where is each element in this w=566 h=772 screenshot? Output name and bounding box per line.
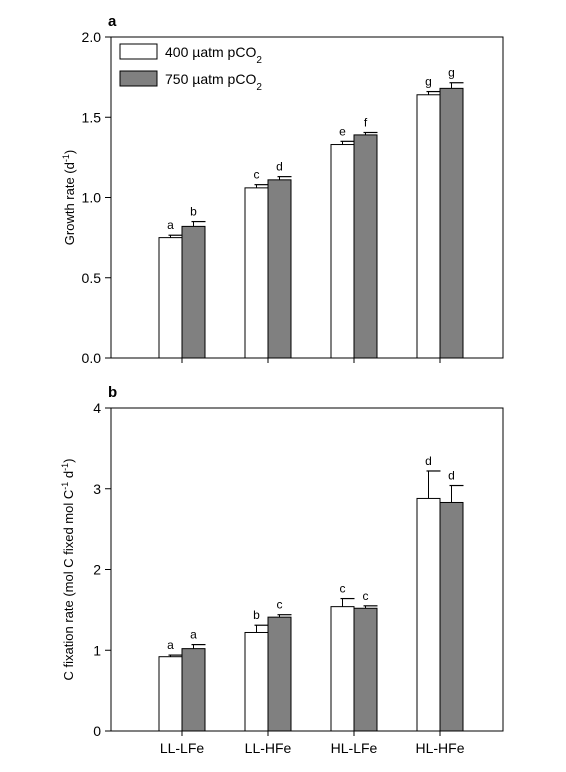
x-tick-label: LL-LFe bbox=[160, 740, 205, 756]
bar bbox=[244, 631, 269, 732]
bar bbox=[416, 94, 441, 359]
significance-label: a bbox=[190, 628, 197, 642]
bar bbox=[353, 134, 378, 359]
panel-label: b bbox=[108, 384, 117, 401]
bar bbox=[158, 237, 183, 359]
bar bbox=[353, 607, 378, 732]
panel-label: a bbox=[108, 13, 117, 30]
y-tick-label: 0 bbox=[93, 723, 101, 739]
bar bbox=[181, 648, 206, 732]
significance-label: c bbox=[363, 589, 369, 603]
significance-label: a bbox=[167, 218, 174, 232]
x-tick-label: HL-LFe bbox=[331, 740, 378, 756]
significance-label: d bbox=[425, 454, 432, 468]
significance-label: d bbox=[276, 160, 283, 174]
legend-swatch bbox=[119, 70, 158, 87]
significance-label: d bbox=[448, 469, 455, 483]
chart-panel-a: a 0.0 0.5 1.0 1.5 2.0 Growth rate (d-1) a c e g b d f… bbox=[61, 13, 504, 366]
significance-label: b bbox=[253, 608, 260, 622]
significance-label: c bbox=[340, 582, 346, 596]
legend-swatch bbox=[119, 43, 158, 60]
y-tick-label: 1.0 bbox=[82, 190, 102, 206]
significance-label: g bbox=[425, 75, 432, 89]
y-tick-label: 0.5 bbox=[82, 270, 102, 286]
significance-label: a bbox=[167, 638, 174, 652]
y-tick-label: 1 bbox=[93, 642, 101, 658]
bar bbox=[439, 501, 464, 732]
bar bbox=[330, 144, 355, 359]
significance-label: e bbox=[339, 124, 346, 138]
bar bbox=[181, 225, 206, 359]
bar bbox=[267, 179, 292, 359]
bar bbox=[158, 656, 183, 732]
x-tick-label: LL-HFe bbox=[245, 740, 292, 756]
y-tick-label: 0.0 bbox=[82, 350, 102, 366]
bar bbox=[416, 497, 441, 732]
significance-label: f bbox=[364, 115, 368, 129]
bar bbox=[267, 616, 292, 732]
y-axis-label: C fixation rate (mol C fixed mol C-1 d-1… bbox=[60, 459, 76, 681]
legend-label: 750 µatm pCO2 bbox=[165, 71, 262, 93]
y-tick-label: 2.0 bbox=[82, 29, 102, 45]
y-tick-label: 1.5 bbox=[82, 109, 102, 125]
chart-panel-b: b 0 1 2 3 4 LL-LFe LL-HFe HL-LFe HL-HFe C fixation… bbox=[60, 384, 504, 756]
y-tick-label: 4 bbox=[93, 400, 101, 416]
bar bbox=[244, 187, 269, 359]
bar bbox=[439, 87, 464, 359]
significance-label: b bbox=[190, 205, 197, 219]
y-tick-label: 2 bbox=[93, 562, 101, 578]
significance-label: g bbox=[448, 66, 455, 80]
bar bbox=[330, 606, 355, 732]
significance-label: c bbox=[254, 168, 260, 182]
legend-label: 400 µatm pCO2 bbox=[165, 44, 262, 66]
significance-label: c bbox=[277, 598, 283, 612]
y-axis-label: Growth rate (d-1) bbox=[61, 150, 77, 245]
legend: 400 µatm pCO2 750 µatm pCO2 bbox=[119, 43, 262, 93]
y-tick-label: 3 bbox=[93, 481, 101, 497]
x-tick-label: HL-HFe bbox=[415, 740, 464, 756]
